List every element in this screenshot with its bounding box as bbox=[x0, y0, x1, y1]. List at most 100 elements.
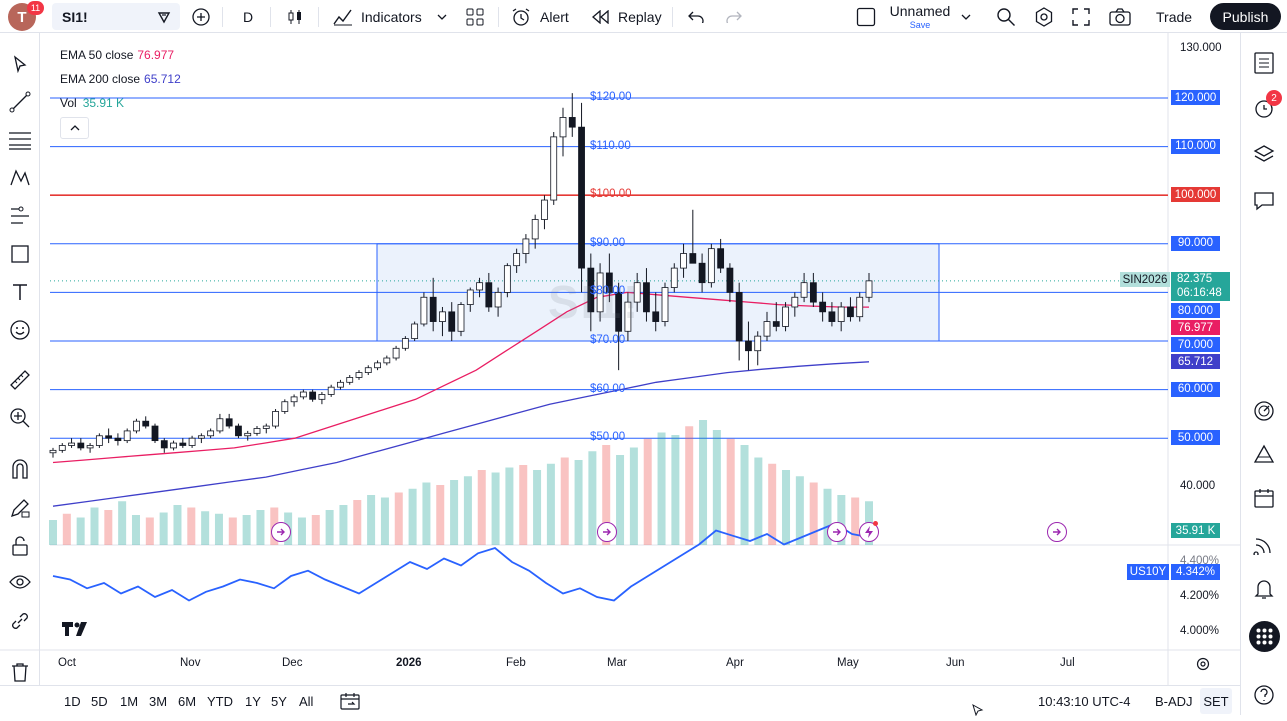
candle-body bbox=[225, 418, 233, 427]
volume-legend[interactable]: Vol 35.91 K bbox=[60, 96, 124, 110]
streams-button[interactable] bbox=[1252, 532, 1276, 556]
dividend-event-icon[interactable] bbox=[859, 522, 879, 542]
layout-name-button[interactable]: Unnamed Save bbox=[888, 3, 952, 31]
range-button-all[interactable]: All bbox=[299, 693, 314, 709]
chats-button[interactable] bbox=[1252, 189, 1276, 213]
economic-event-icon[interactable] bbox=[597, 522, 617, 542]
range-button-ytd[interactable]: YTD bbox=[207, 693, 233, 709]
zoom-tool[interactable] bbox=[8, 406, 32, 430]
remove-drawings-tool[interactable] bbox=[8, 660, 32, 684]
compare-icon[interactable] bbox=[156, 9, 172, 28]
redo-button[interactable] bbox=[726, 0, 742, 33]
fullscreen-icon bbox=[1072, 7, 1090, 26]
economic-event-icon[interactable] bbox=[1047, 522, 1067, 542]
time-axis-settings[interactable] bbox=[1196, 657, 1210, 676]
object-tree-button[interactable] bbox=[1252, 142, 1276, 166]
hide-drawings-tool[interactable] bbox=[8, 570, 32, 594]
level-label: $50.00 bbox=[590, 431, 626, 444]
ema200-legend[interactable]: EMA 200 close 65.712 bbox=[60, 72, 181, 86]
goto-date-button[interactable] bbox=[340, 686, 360, 716]
drawing-mode-tool[interactable] bbox=[8, 496, 32, 520]
candle-body bbox=[68, 442, 75, 446]
magnet-tool[interactable] bbox=[8, 457, 32, 481]
session-button[interactable]: SET bbox=[1200, 688, 1232, 714]
session-label: SET bbox=[1203, 693, 1229, 709]
range-button-6m[interactable]: 6M bbox=[178, 693, 197, 709]
volume-bar bbox=[809, 482, 818, 545]
layout-select-checkbox[interactable] bbox=[856, 0, 876, 33]
alert-button[interactable]: Alert bbox=[511, 0, 569, 33]
time-axis-label: Feb bbox=[506, 657, 526, 669]
forecast-tool[interactable] bbox=[8, 204, 32, 228]
range-button-3m[interactable]: 3M bbox=[149, 693, 168, 709]
economic-event-icon[interactable] bbox=[827, 522, 847, 542]
level-price-tag: 60.000 bbox=[1171, 381, 1220, 397]
ema200-price-tag: 65.712 bbox=[1171, 354, 1220, 369]
watchlist-button[interactable] bbox=[1252, 51, 1276, 75]
last-price-tag: 82.375 06:16:48 bbox=[1171, 272, 1230, 301]
volume-bar bbox=[173, 505, 182, 545]
candle-body bbox=[439, 311, 446, 322]
candle-body bbox=[578, 126, 585, 269]
calendar-button[interactable] bbox=[1252, 486, 1276, 510]
text-tool[interactable] bbox=[8, 280, 32, 304]
trend-line-tool[interactable] bbox=[8, 90, 32, 114]
candle-body bbox=[828, 311, 836, 322]
collapse-legend-button[interactable] bbox=[60, 117, 89, 139]
tradingview-logo[interactable] bbox=[62, 621, 94, 642]
timezone-button[interactable]: 10:43:10 UTC-4 bbox=[1038, 686, 1131, 716]
fib-tool[interactable] bbox=[8, 128, 32, 152]
interval-button[interactable]: D bbox=[243, 0, 253, 33]
notifications-button[interactable] bbox=[1252, 577, 1276, 601]
us10y-line bbox=[52, 522, 870, 602]
technicals-button[interactable] bbox=[1252, 399, 1276, 423]
lock-drawings-tool[interactable] bbox=[8, 534, 32, 558]
quick-search-button[interactable] bbox=[996, 0, 1016, 33]
publish-button[interactable]: Publish bbox=[1210, 3, 1281, 30]
add-symbol-button[interactable] bbox=[192, 0, 210, 33]
indicators-button[interactable]: Indicators bbox=[333, 0, 422, 33]
indicators-dropdown[interactable] bbox=[437, 0, 447, 33]
emoji-tool[interactable] bbox=[8, 318, 32, 342]
apps-button[interactable] bbox=[1249, 621, 1280, 652]
candle-body bbox=[772, 321, 780, 327]
economic-event-icon[interactable] bbox=[271, 522, 291, 542]
adjustment-button[interactable]: B-ADJ bbox=[1155, 686, 1193, 716]
volume-bar bbox=[795, 476, 804, 545]
ideas-button[interactable] bbox=[1252, 442, 1276, 466]
layout-name: Unnamed bbox=[889, 3, 951, 19]
replay-button[interactable]: Replay bbox=[592, 0, 662, 33]
range-button-1d[interactable]: 1D bbox=[64, 693, 81, 709]
candle-body bbox=[244, 432, 252, 437]
measure-tool[interactable] bbox=[8, 368, 32, 392]
range-button-5d[interactable]: 5D bbox=[91, 693, 108, 709]
pattern-tool[interactable] bbox=[8, 166, 32, 190]
undo-button[interactable] bbox=[688, 0, 704, 33]
candle-body bbox=[689, 253, 697, 264]
candle-body bbox=[587, 267, 595, 313]
range-button-5y[interactable]: 5Y bbox=[271, 693, 287, 709]
snapshot-button[interactable] bbox=[1109, 0, 1131, 33]
ema50-legend[interactable]: EMA 50 close 76.977 bbox=[60, 48, 174, 62]
layout-dropdown[interactable] bbox=[961, 0, 971, 33]
volume-bar bbox=[187, 507, 196, 545]
settings-button[interactable] bbox=[1034, 0, 1054, 33]
volume-bar bbox=[782, 470, 791, 545]
trade-button[interactable]: Trade bbox=[1156, 0, 1192, 33]
chart-canvas[interactable] bbox=[0, 33, 1240, 685]
candle-body bbox=[401, 338, 409, 349]
alerts-button[interactable] bbox=[1252, 96, 1276, 120]
shapes-tool[interactable] bbox=[8, 242, 32, 266]
range-button-1m[interactable]: 1M bbox=[120, 693, 139, 709]
candle-body bbox=[633, 282, 641, 303]
ema50-legend-label: EMA 50 close bbox=[60, 48, 134, 62]
templates-button[interactable] bbox=[466, 0, 484, 33]
cursor-tool[interactable] bbox=[8, 52, 32, 76]
link-tool[interactable] bbox=[8, 609, 32, 633]
chart-area[interactable]: SI1! EMA 50 close 76.977 EMA 200 close 65.… bbox=[0, 33, 1240, 685]
chart-type-button[interactable] bbox=[286, 0, 304, 33]
symbol-search[interactable]: SI1! bbox=[52, 3, 180, 30]
range-button-1y[interactable]: 1Y bbox=[245, 693, 261, 709]
help-button[interactable] bbox=[1252, 683, 1276, 707]
fullscreen-button[interactable] bbox=[1072, 0, 1090, 33]
